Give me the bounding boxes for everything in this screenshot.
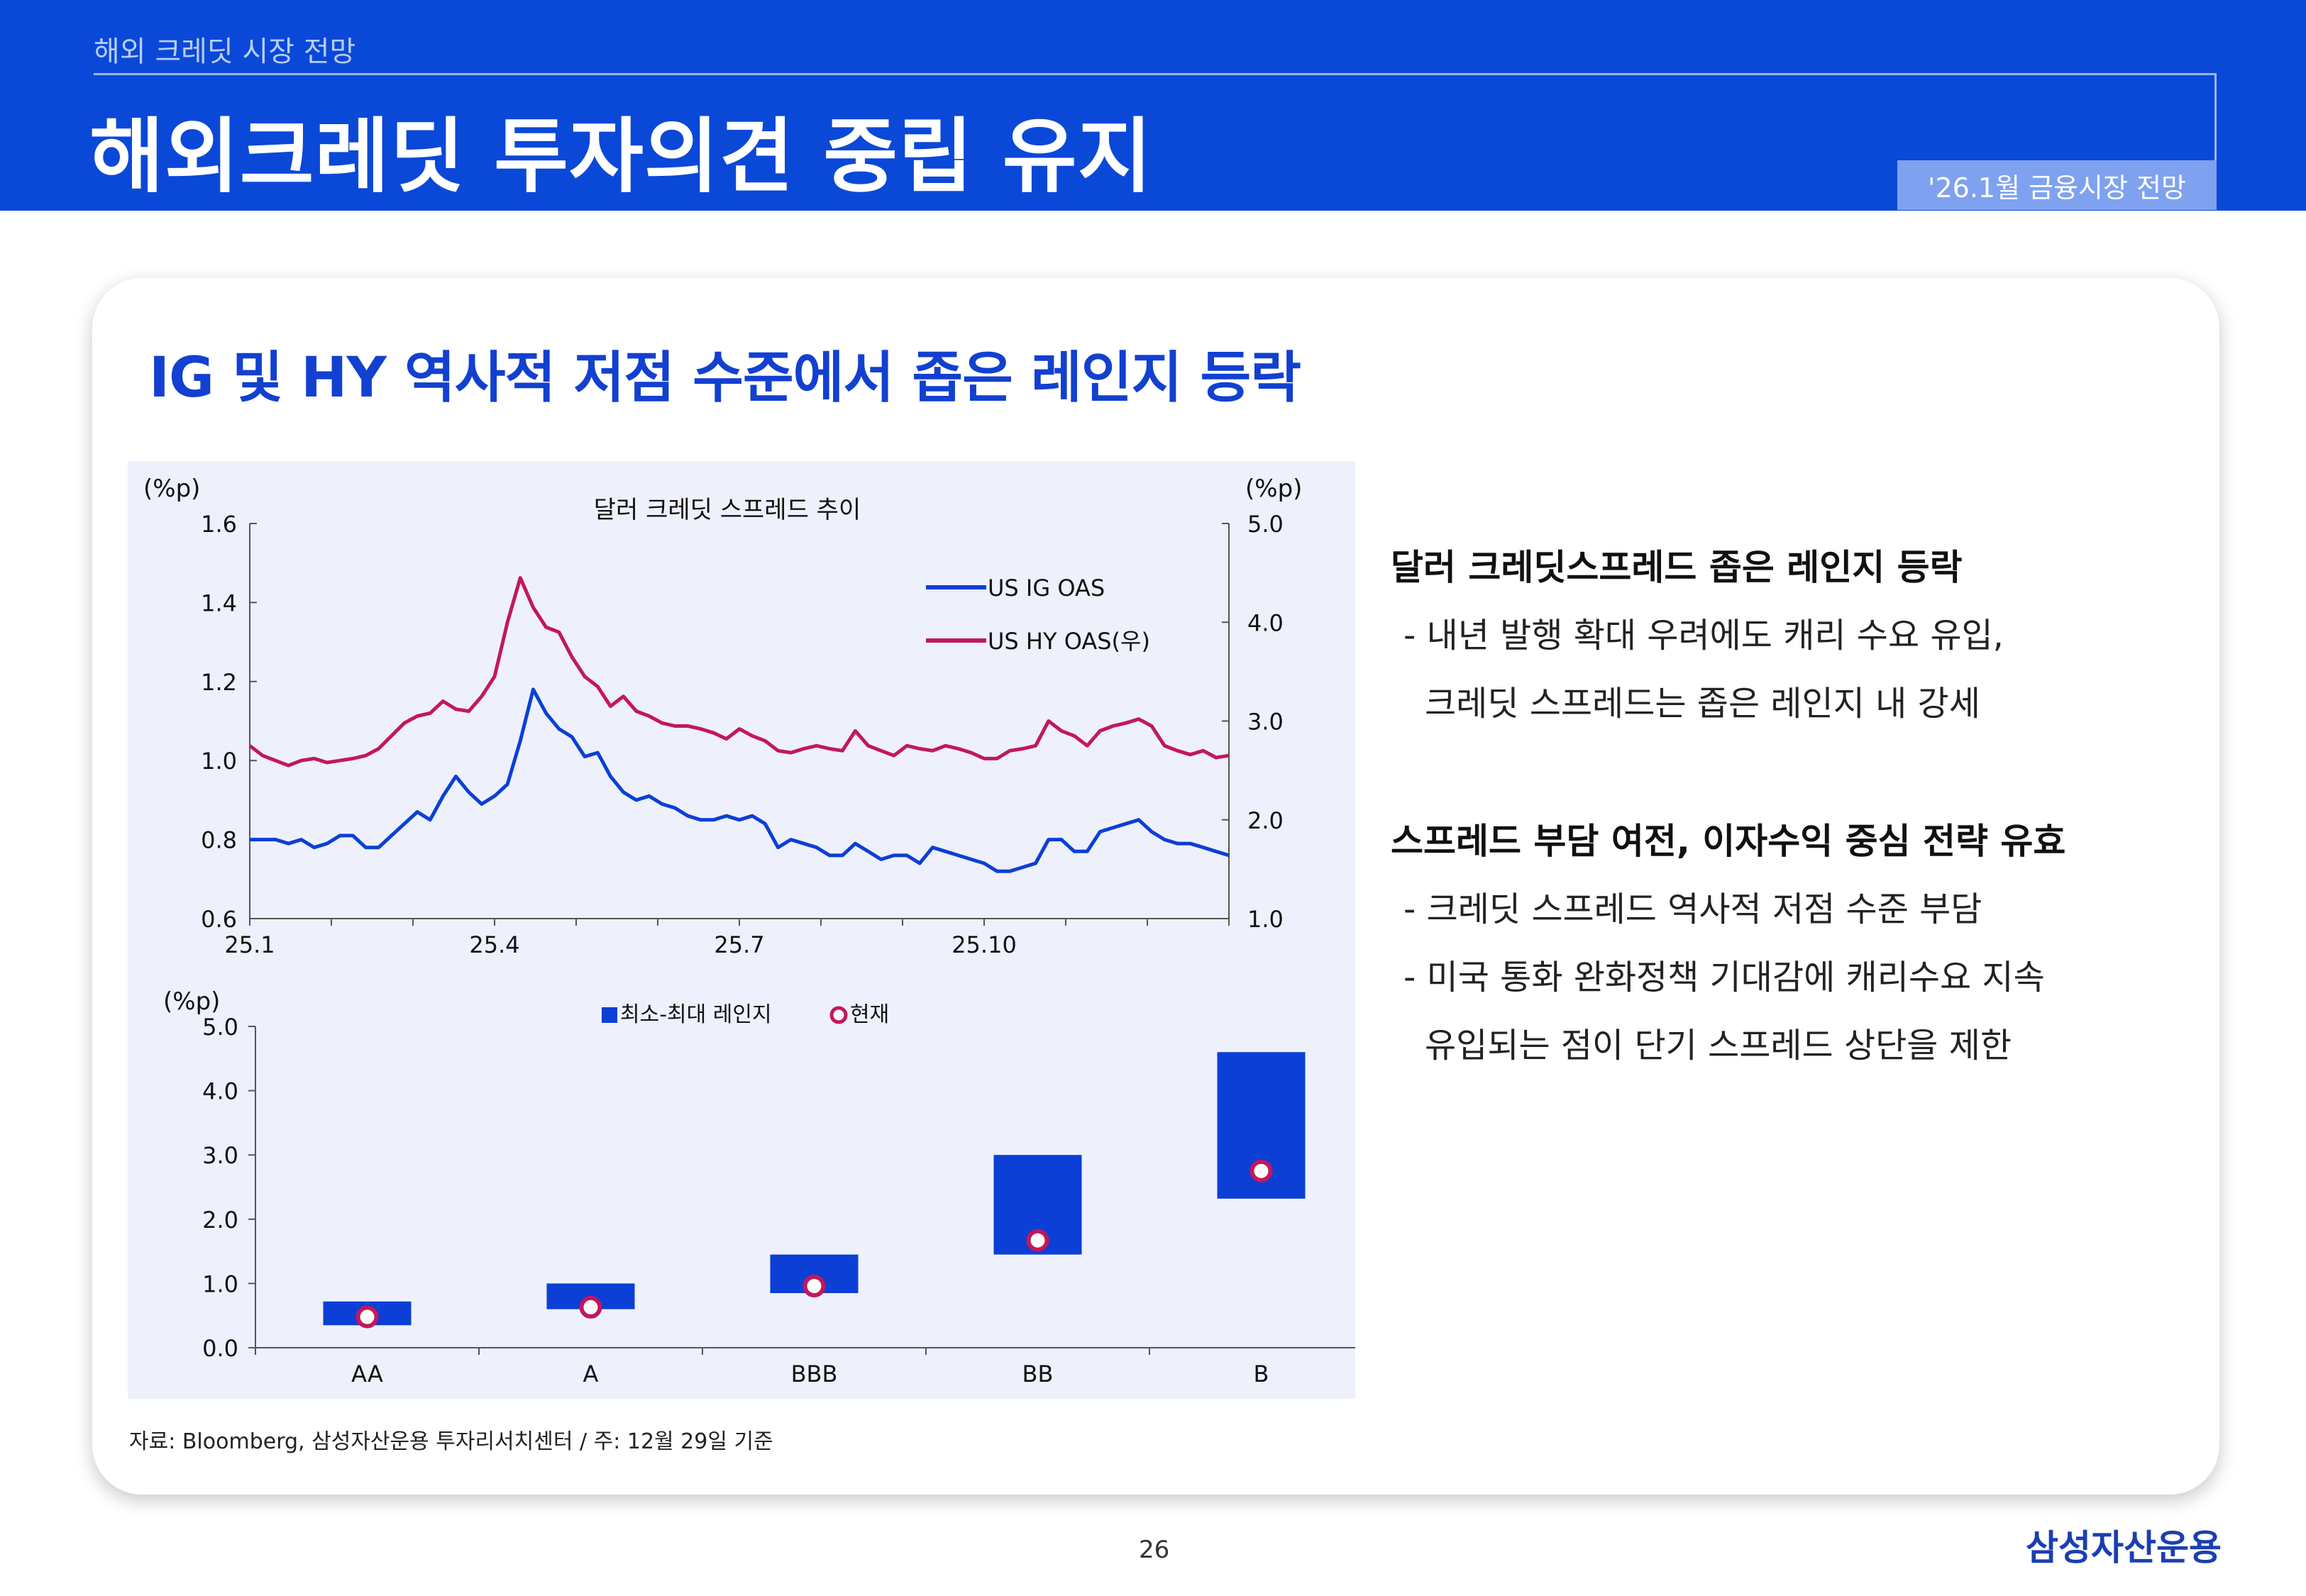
bar-y-tick-label: 1.0: [202, 1270, 238, 1297]
x-tick-label: 25.10: [951, 931, 1017, 958]
right-tick-label: 1.0: [1247, 906, 1284, 933]
report-badge: '26.1월 금융시장 전망: [1897, 160, 2217, 210]
line-chart-left-unit: (%p): [143, 475, 200, 503]
bullet-section2-line3: 유입되는 점이 단기 스프레드 상단을 제한: [1425, 1026, 2012, 1065]
bullet-section1-title: 달러 크레딧스프레드 좁은 레인지 등락: [1391, 547, 1963, 588]
bar-category-label: BBB: [791, 1361, 838, 1387]
header-bar: 해외 크레딧 시장 전망 해외크레딧 투자의견 중립 유지 '26.1월 금융시…: [0, 0, 2306, 211]
bar-chart-legend: 최소-최대 레인지 현재: [602, 1002, 889, 1027]
page-title: 해외크레딧 투자의견 중립 유지: [89, 109, 1153, 204]
bullet-section2-line1: - 크레딧 스프레드 역사적 저점 수준 부담: [1403, 890, 1982, 929]
bar-category-label: AA: [351, 1361, 383, 1387]
bullet-section1-line2: 크레딧 스프레드는 좁은 레인지 내 강세: [1425, 684, 1980, 724]
hy-oas-line: [248, 576, 1230, 767]
bar-y-tick-label: 4.0: [202, 1078, 238, 1105]
legend-hy-label: US HY OAS(우): [988, 628, 1150, 655]
card-headline: IG 및 HY 역사적 저점 수준에서 좁은 레인지 등락: [149, 346, 1301, 410]
legend-current-swatch: [829, 1006, 848, 1024]
line-chart-title: 달러 크레딧 스프레드 추이: [594, 496, 861, 524]
left-tick-label: 1.6: [201, 511, 237, 538]
legend-range-swatch: [602, 1007, 617, 1023]
right-tick-label: 5.0: [1247, 511, 1284, 538]
left-tick-label: 0.8: [201, 827, 237, 854]
left-tick-label: 1.4: [201, 589, 237, 616]
chart-panel: 달러 크레딧 스프레드 추이 (%p) (%p) 0.6 0.8 1.0 1.2 1.4…: [128, 461, 1374, 1399]
left-tick-label: 0.6: [201, 906, 237, 933]
line-chart-legend: US IG OAS US HY OAS(우): [926, 575, 1150, 655]
bar-y-tick-label: 0.0: [202, 1335, 238, 1362]
x-tick-label: 25.1: [224, 931, 275, 958]
x-tick-label: 25.7: [714, 931, 764, 958]
bar-category-label: BB: [1022, 1361, 1054, 1387]
header-rule-vertical: [2214, 73, 2217, 165]
charts-svg: 달러 크레딧 스프레드 추이 (%p) (%p) 0.6 0.8 1.0 1.2 1.4…: [143, 475, 1374, 1387]
legend-current-label: 현재: [850, 1002, 889, 1027]
legend-ig-label: US IG OAS: [988, 575, 1105, 602]
bullet-panel: 달러 크레딧스프레드 좁은 레인지 등락 - 내년 발행 확대 우려에도 캐리 …: [1391, 533, 2171, 1080]
source-note: 자료: Bloomberg, 삼성자산운용 투자리서치센터 / 주: 12월 2…: [129, 1429, 773, 1454]
section-subtitle: 해외 크레딧 시장 전망: [94, 35, 356, 68]
bullet-section2-title: 스프레드 부담 여전, 이자수익 중심 전략 유효: [1391, 821, 2066, 862]
ig-oas-line: [250, 687, 1230, 873]
bar-y-tick-label: 3.0: [202, 1142, 238, 1169]
legend-range-label: 최소-최대 레인지: [620, 1002, 772, 1027]
line-chart-right-unit: (%p): [1245, 475, 1302, 503]
bar-y-tick-label: 2.0: [202, 1207, 238, 1234]
line-chart-series: [248, 576, 1230, 873]
page-number: 26: [1139, 1536, 1170, 1564]
bar-y-tick-label: 5.0: [202, 1014, 238, 1041]
current-marker-aa: [355, 1305, 379, 1329]
right-tick-label: 2.0: [1247, 807, 1284, 834]
company-logo: 삼성자산운용: [2026, 1527, 2222, 1568]
current-marker-b: [1249, 1159, 1273, 1182]
current-marker-a: [579, 1295, 602, 1319]
bullet-section1-line1: - 내년 발행 확대 우려에도 캐리 수요 유입,: [1403, 616, 2004, 655]
bullet-section2-line2: - 미국 통화 완화정책 기대감에 캐리수요 지속: [1403, 958, 2045, 997]
bar-category-label: B: [1254, 1361, 1269, 1387]
content-card: IG 및 HY 역사적 저점 수준에서 좁은 레인지 등락 달러 크레딧 스프레…: [92, 278, 2219, 1495]
right-tick-label: 3.0: [1247, 709, 1284, 736]
x-tick-label: 25.4: [469, 931, 519, 958]
current-marker-bbb: [802, 1275, 826, 1298]
bar-chart-unit: (%p): [163, 987, 220, 1016]
bar-chart-axes: 0.01.02.03.04.05.0AA A BBB BB B: [202, 1014, 1374, 1387]
line-chart-axes: 0.6 0.8 1.0 1.2 1.4 1.6 1.0 2.0 3.0 4.0 5.0 25.1 25.…: [201, 511, 1284, 958]
left-tick-label: 1.0: [201, 748, 237, 775]
bar-category-label: A: [583, 1361, 599, 1387]
right-tick-label: 4.0: [1247, 609, 1284, 636]
current-marker-bb: [1026, 1229, 1049, 1252]
left-tick-label: 1.2: [201, 669, 237, 696]
bar-chart-bars: [323, 1052, 1306, 1329]
header-rule: [94, 73, 2217, 75]
